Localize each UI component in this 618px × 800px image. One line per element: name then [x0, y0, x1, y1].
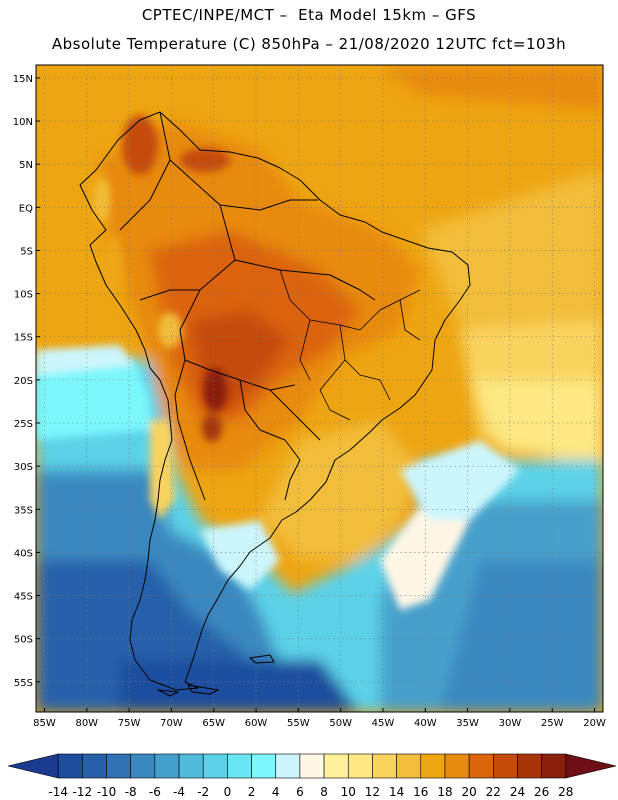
- lat-tick-label: 30S: [14, 462, 33, 473]
- lat-tick-label: 45S: [14, 592, 33, 603]
- colorbar-swatch: [323, 753, 349, 779]
- lon-tick-label: 85W: [33, 718, 56, 729]
- lon-tick-label: 40W: [414, 718, 437, 729]
- latitude-labels: 15N 10N 5N EQ 5S 10S 15S 20S 25S 30S 35S 40S 45S 50S 5…: [13, 74, 40, 689]
- colorbar-swatch: [372, 753, 397, 779]
- lon-tick-label: 65W: [202, 718, 225, 729]
- colorbar-swatch: [444, 753, 470, 779]
- colorbar-swatch: [130, 753, 156, 779]
- colorbar-label: -10: [97, 785, 117, 799]
- colorbar-swatch: [299, 753, 325, 779]
- lon-tick-label: 45W: [372, 718, 395, 729]
- colorbar-labels: -14 -12 -10 -8 -6 -4 -2 0 2 4 6 8 10 12 14 16 18 20 22 24 26…: [48, 785, 573, 799]
- lat-tick-label: 40S: [14, 548, 33, 559]
- temperature-field: [36, 65, 603, 712]
- lat-tick-label: 5N: [19, 160, 33, 171]
- colorbar-swatch: [106, 753, 131, 779]
- south-america-outline: [79, 111, 471, 691]
- colorbar-swatch: [396, 753, 422, 779]
- colorbar-swatch: [541, 753, 567, 779]
- lat-tick-label: 50S: [14, 635, 33, 646]
- lon-tick-label: 25W: [541, 718, 564, 729]
- lat-lon-grid: [36, 65, 603, 712]
- map-title-line2: Absolute Temperature (C) 850hPa – 21/08/…: [51, 35, 567, 53]
- lat-tick-label: 10S: [14, 290, 33, 301]
- colorbar-swatch: [202, 753, 228, 779]
- colorbar-swatch: [251, 753, 277, 779]
- lat-tick-label: 25S: [14, 419, 33, 430]
- lat-tick-label: 5S: [20, 246, 33, 257]
- colorbar-label: 14: [389, 785, 404, 799]
- colorbar-label: 4: [272, 785, 280, 799]
- lat-tick-label: EQ: [19, 203, 33, 214]
- colorbar-swatch: [420, 753, 446, 779]
- colorbar-label: 2: [248, 785, 256, 799]
- lat-tick-label: 15N: [13, 74, 33, 85]
- colorbar-label: 28: [558, 785, 573, 799]
- lon-tick-label: 30W: [499, 718, 522, 729]
- colorbar-swatch: [347, 753, 373, 779]
- islands-south: [157, 654, 275, 697]
- colorbar-label: 16: [413, 785, 428, 799]
- colorbar-label: 0: [224, 785, 232, 799]
- colorbar-swatch: [82, 753, 107, 779]
- colorbar: [7, 753, 617, 779]
- colorbar-swatch: [178, 753, 204, 779]
- colorbar-swatch: [154, 753, 180, 779]
- colorbar-label: 18: [437, 785, 452, 799]
- colorbar-label: 6: [296, 785, 304, 799]
- lat-tick-label: 10N: [13, 117, 33, 128]
- lat-tick-label: 35S: [14, 505, 33, 516]
- colorbar-label: -4: [173, 785, 185, 799]
- colorbar-label: -14: [48, 785, 68, 799]
- colorbar-swatch: [275, 753, 301, 779]
- colorbar-swatch: [565, 753, 617, 779]
- colorbar-swatch: [227, 753, 252, 779]
- brazil-states: [279, 269, 421, 421]
- country-borders: [119, 111, 376, 501]
- colorbar-label: 20: [461, 785, 476, 799]
- colorbar-swatch: [493, 753, 518, 779]
- colorbar-label: -8: [125, 785, 137, 799]
- colorbar-label: -6: [149, 785, 161, 799]
- lon-tick-label: 80W: [75, 718, 98, 729]
- map-title-line1: CPTEC/INPE/MCT – Eta Model 15km – GFS: [141, 6, 477, 24]
- colorbar-swatch: [517, 753, 542, 779]
- lon-tick-label: 75W: [118, 718, 141, 729]
- lon-tick-label: 55W: [287, 718, 310, 729]
- colorbar-label: -12: [73, 785, 93, 799]
- colorbar-label: -2: [197, 785, 209, 799]
- lon-tick-label: 70W: [160, 718, 183, 729]
- map-frame: [35, 64, 604, 713]
- colorbar-swatch: [468, 753, 494, 779]
- lat-tick-label: 55S: [14, 678, 33, 689]
- colorbar-label: 12: [365, 785, 380, 799]
- lon-tick-label: 20W: [583, 718, 606, 729]
- lon-tick-label: 50W: [329, 718, 352, 729]
- colorbar-label: 10: [341, 785, 356, 799]
- colorbar-swatch: [57, 753, 83, 779]
- lon-tick-label: 35W: [456, 718, 479, 729]
- lat-tick-label: 15S: [14, 333, 33, 344]
- colorbar-label: 26: [534, 785, 549, 799]
- colorbar-swatch: [7, 753, 59, 779]
- colorbar-label: 24: [510, 785, 525, 799]
- colorbar-label: 8: [320, 785, 328, 799]
- colorbar-label: 22: [486, 785, 501, 799]
- coastline: [79, 111, 471, 697]
- lon-tick-label: 60W: [245, 718, 268, 729]
- lat-tick-label: 20S: [14, 376, 33, 387]
- longitude-labels: 85W 80W 75W 70W 65W 60W 55W 50W 45W 40W 35W 30W 25W 2…: [33, 708, 606, 729]
